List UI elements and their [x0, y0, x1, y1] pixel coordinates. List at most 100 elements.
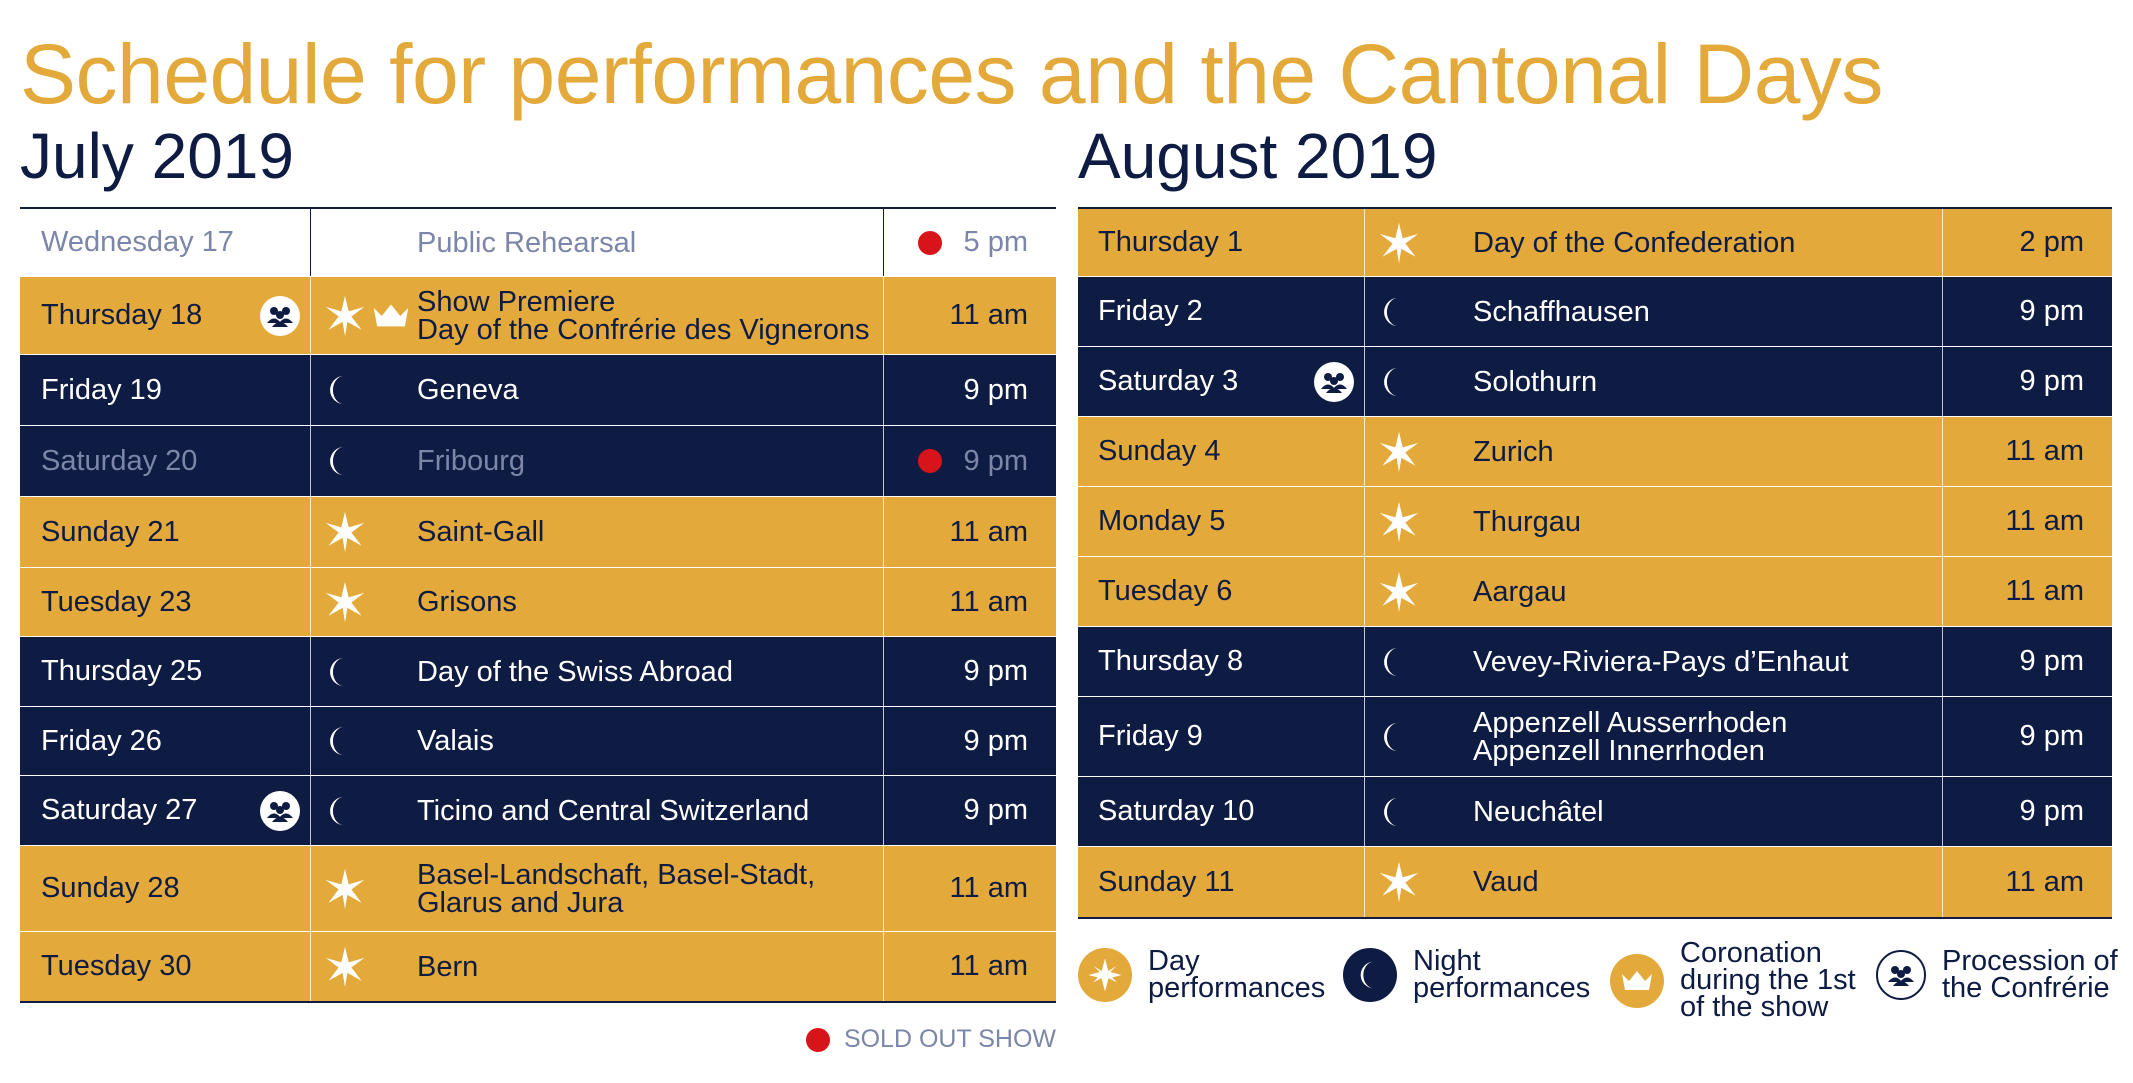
- event-name: Schaffhausen: [1473, 295, 1650, 328]
- schedule-row: Tuesday 6 Aargau 11 am: [1078, 557, 2112, 627]
- time-label: 11 am: [2005, 575, 2084, 607]
- star-icon: [323, 580, 367, 624]
- event-name: Geneva: [417, 374, 519, 406]
- moon-icon: [323, 371, 357, 409]
- schedule-row: Thursday 25 Day of the Swiss Abroad 9 pm: [20, 637, 1056, 707]
- page-title: Schedule for performances and the Canton…: [20, 27, 1883, 121]
- legend-coronation-label: Coronation during the 1st of the show: [1680, 937, 1856, 1023]
- time-cell: 11 am: [1943, 417, 2112, 486]
- star-icon: [323, 945, 367, 989]
- event-cell: Zurich: [1365, 417, 1943, 486]
- time-cell: 9 pm: [884, 637, 1056, 706]
- date-label: Saturday 20: [41, 444, 198, 477]
- event-cell: Appenzell Ausserrhoden Appenzell Innerrho…: [1365, 697, 1943, 776]
- time-label: 9 pm: [963, 724, 1028, 757]
- schedule-row: Thursday 18 Show Premiere Day of the Confr…: [20, 277, 1056, 355]
- date-label: Sunday 11: [1098, 865, 1235, 898]
- event-cell: Fribourg: [311, 426, 884, 496]
- time-cell: 9 pm: [884, 707, 1056, 775]
- event-name: Show Premiere: [417, 285, 616, 318]
- time-cell: 9 pm: [1943, 347, 2112, 416]
- event-name: Valais: [417, 725, 494, 757]
- event-cell: Day of the Swiss Abroad: [311, 637, 884, 706]
- event-name: Zurich: [1473, 435, 1554, 468]
- date-cell: Thursday 1: [1078, 209, 1365, 276]
- event-cell: Valais: [311, 707, 884, 775]
- schedule-row: Friday 19 Geneva 9 pm: [20, 355, 1056, 426]
- event-name: Aargau: [1473, 575, 1567, 608]
- schedule-row: Sunday 11 Vaud 11 am: [1078, 847, 2112, 917]
- schedule-row: Saturday 3 Solothurn 9 pm: [1078, 347, 2112, 417]
- time-label: 11 am: [2005, 435, 2084, 467]
- date-cell: Friday 9: [1078, 697, 1365, 776]
- schedule-row: Saturday 27 Ticino and Central Switzerlan…: [20, 776, 1056, 846]
- time-label: 11 am: [949, 515, 1028, 548]
- date-cell: Friday 2: [1078, 277, 1365, 346]
- time-label: 9 pm: [2019, 295, 2084, 327]
- legend-coronation: Coronation during the 1st of the show: [1610, 937, 1856, 1023]
- time-cell: 5 pm: [884, 209, 1056, 276]
- date-cell: Thursday 25: [20, 637, 311, 706]
- date-cell: Wednesday 17: [20, 209, 311, 276]
- event-name: Glarus and Jura: [417, 886, 624, 919]
- star-icon: [323, 294, 367, 338]
- date-label: Friday 2: [1098, 295, 1203, 327]
- moon-icon: [1377, 363, 1411, 401]
- time-label: 9 pm: [2019, 795, 2084, 827]
- july-heading: July 2019: [20, 120, 294, 192]
- date-cell: Saturday 27: [20, 776, 311, 845]
- date-cell: Thursday 18: [20, 277, 311, 354]
- event-name: Ticino and Central Switzerland: [417, 794, 810, 827]
- date-cell: Sunday 11: [1078, 847, 1365, 917]
- event-cell: Day of the Confederation: [1365, 209, 1943, 276]
- date-label: Thursday 8: [1098, 645, 1244, 677]
- event-cell: Neuchâtel: [1365, 777, 1943, 846]
- event-name: Thurgau: [1473, 505, 1582, 538]
- sold-out-legend: SOLD OUT SHOW: [805, 1025, 1056, 1054]
- date-label: Thursday 18: [41, 299, 203, 331]
- star-icon: [1377, 860, 1421, 904]
- legend-day-label: Day performances: [1148, 945, 1326, 1004]
- event-cell: Aargau: [1365, 557, 1943, 626]
- event-cell: Show Premiere Day of the Confrérie des Vi…: [311, 277, 884, 354]
- time-cell: 2 pm: [1943, 209, 2112, 276]
- event-name: Appenzell Innerrhoden: [1473, 734, 1765, 767]
- event-name: Day of the Confederation: [1473, 226, 1796, 259]
- star-icon: [1377, 221, 1421, 265]
- date-cell: Sunday 28: [20, 846, 311, 931]
- procession-icon: [1314, 361, 1354, 402]
- time-label: 9 pm: [963, 373, 1028, 406]
- procession-icon: [1876, 950, 1926, 1000]
- time-cell: 11 am: [884, 568, 1056, 636]
- schedule-row: Saturday 10 Neuchâtel 9 pm: [1078, 777, 2112, 847]
- time-label: 11 am: [949, 950, 1028, 982]
- moon-icon: [1377, 643, 1411, 681]
- date-label: Tuesday 6: [1098, 575, 1233, 607]
- schedule-row: Monday 5 Thurgau 11 am: [1078, 487, 2112, 557]
- event-cell: Grisons: [311, 568, 884, 636]
- event-name: Appenzell Ausserrhoden: [1473, 706, 1788, 739]
- date-label: Friday 26: [41, 724, 162, 757]
- date-cell: Tuesday 30: [20, 932, 311, 1001]
- time-cell: 11 am: [884, 932, 1056, 1001]
- sold-out-dot-icon: [917, 230, 942, 255]
- time-label: 9 pm: [2019, 720, 2084, 752]
- legend-night-performances: Night performances: [1343, 945, 1591, 1004]
- legend-night-label: Night performances: [1413, 945, 1591, 1004]
- date-cell: Monday 5: [1078, 487, 1365, 556]
- event-cell: Vaud: [1365, 847, 1943, 917]
- date-label: Tuesday 23: [41, 585, 192, 618]
- schedule-row: Friday 26 Valais 9 pm: [20, 707, 1056, 776]
- time-label: 9 pm: [2019, 365, 2084, 397]
- moon-icon: [1343, 948, 1397, 1002]
- time-label: 11 am: [949, 872, 1028, 904]
- schedule-row: Thursday 1 Day of the Confederation 2 pm: [1078, 209, 2112, 277]
- schedule-row: Sunday 4 Zurich 11 am: [1078, 417, 2112, 487]
- date-label: Friday 19: [41, 373, 162, 406]
- date-cell: Sunday 4: [1078, 417, 1365, 486]
- star-icon: [1377, 500, 1421, 544]
- date-label: Saturday 27: [41, 794, 198, 826]
- time-cell: 11 am: [884, 497, 1056, 567]
- legend-procession-label: Procession of the Confrérie: [1942, 945, 2118, 1004]
- time-cell: 9 pm: [1943, 627, 2112, 696]
